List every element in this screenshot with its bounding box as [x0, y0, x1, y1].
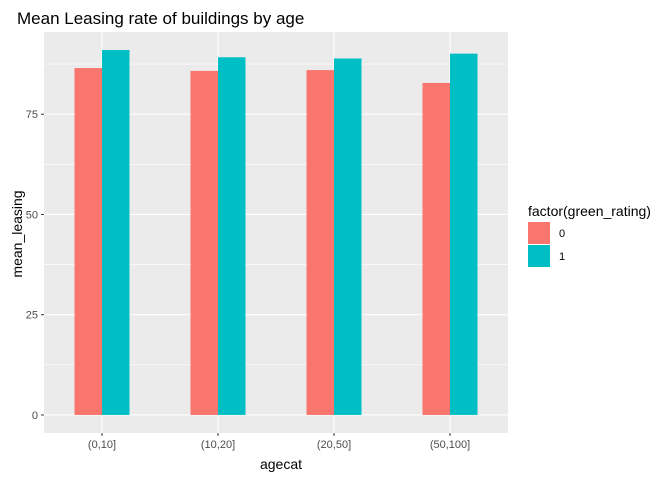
legend-title: factor(green_rating): [528, 203, 651, 219]
y-tick-label: 75: [26, 109, 38, 121]
bar-(50,100]-1: [450, 53, 478, 415]
x-tick-label: (0,10]: [88, 439, 116, 451]
legend-key-1: [528, 245, 550, 267]
y-axis-title: mean_leasing: [9, 190, 25, 277]
bar-(10,20]-1: [218, 57, 246, 415]
bar-(0,10]-1: [102, 50, 130, 415]
x-axis-title: agecat: [260, 456, 302, 472]
bars: [74, 50, 478, 415]
bar-(20,50]-0: [306, 70, 334, 415]
y-tick-label: 0: [32, 410, 38, 422]
x-tick-label: (10,20]: [201, 439, 235, 451]
x-tick-label: (20,50]: [317, 439, 351, 451]
bar-(50,100]-0: [422, 82, 450, 415]
bar-(20,50]-1: [334, 58, 362, 415]
legend: factor(green_rating) 0 1: [528, 203, 651, 267]
legend-label: 1: [559, 251, 565, 263]
bar-(0,10]-0: [74, 68, 102, 415]
legend-label: 0: [559, 228, 565, 240]
y-tick-label: 50: [26, 209, 38, 221]
x-axis-ticks: (0,10] (10,20] (20,50] (50,100]: [88, 433, 470, 451]
y-tick-label: 25: [26, 310, 38, 322]
x-tick-label: (50,100]: [430, 439, 470, 451]
y-axis-ticks: 0 25 50 75: [26, 109, 44, 422]
chart-title: Mean Leasing rate of buildings by age: [17, 9, 304, 28]
legend-key-0: [528, 222, 550, 244]
bar-(10,20]-0: [190, 70, 218, 415]
